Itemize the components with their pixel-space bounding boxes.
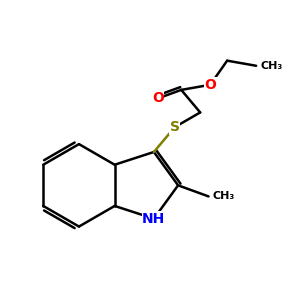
- Text: O: O: [204, 78, 216, 92]
- Text: S: S: [170, 120, 180, 134]
- Text: O: O: [152, 92, 164, 106]
- Text: CH₃: CH₃: [261, 61, 283, 71]
- Text: CH₃: CH₃: [213, 191, 235, 201]
- Text: NH: NH: [142, 212, 166, 226]
